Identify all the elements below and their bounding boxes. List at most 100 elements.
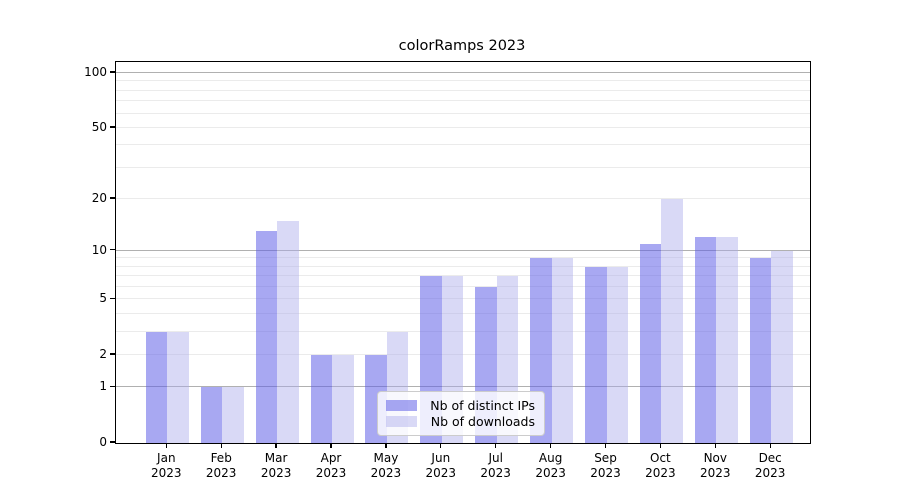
year-text: 2023 [480, 466, 511, 480]
x-tick-jul [495, 443, 497, 449]
year-text: 2023 [315, 466, 347, 480]
minor-gridline-80 [116, 89, 810, 91]
y-tick-label-0: 0 [99, 435, 107, 449]
major-gridline-100 [116, 72, 810, 74]
y-tick-label-5: 5 [99, 291, 107, 306]
x-tick-jun [440, 443, 442, 449]
bar-distinct-ips-apr [310, 354, 332, 443]
x-tick-may [385, 443, 387, 449]
y-tick-label-20: 20 [91, 190, 107, 205]
x-tick-sep [604, 443, 607, 449]
bar-downloads-mar [277, 220, 299, 443]
x-tick-label-dec: Dec 2023 [738, 451, 802, 481]
bar-distinct-ips-oct [639, 243, 662, 443]
x-tick-label-oct: Oct 2023 [628, 451, 692, 481]
plot-area [115, 61, 811, 444]
x-tick-label-jul: Jul 2023 [464, 451, 528, 481]
bar-downloads-apr [332, 354, 354, 443]
minor-gridline-20 [116, 197, 810, 199]
bar-downloads-aug [551, 258, 574, 443]
bar-downloads-nov [716, 237, 738, 443]
x-tick-nov [714, 443, 716, 449]
year-text: 2023 [754, 466, 786, 480]
year-text: 2023 [151, 466, 182, 480]
x-tick-label-feb: Feb 2023 [189, 451, 253, 481]
x-tick-apr [330, 443, 332, 449]
legend-swatch-downloads-icon [386, 416, 417, 427]
legend-item-distinct-ips: Nb of distinct IPs [386, 398, 535, 413]
legend: Nb of distinct IPs Nb of downloads [377, 391, 545, 436]
year-text: 2023 [260, 466, 292, 480]
y-tick-label-10: 10 [91, 242, 107, 257]
month-text: Feb [210, 451, 232, 465]
bar-downloads-feb [222, 387, 244, 443]
bar-distinct-ips-jan [145, 331, 168, 443]
x-tick-label-jun: Jun 2023 [409, 451, 473, 481]
legend-swatch-distinct-ips-icon [386, 400, 417, 411]
x-tick-label-may: May 2023 [354, 451, 418, 481]
year-text: 2023 [535, 466, 566, 480]
month-text: Aug [538, 451, 563, 465]
month-text: Jun [431, 451, 451, 465]
x-tick-jan [165, 443, 167, 449]
y-tick-10 [110, 249, 115, 251]
y-tick-50 [110, 126, 115, 128]
minor-gridline-7 [116, 275, 810, 277]
month-text: Dec [758, 451, 782, 465]
x-tick-label-aug: Aug 2023 [519, 451, 583, 481]
y-tick-label-2: 2 [99, 346, 107, 361]
year-text: 2023 [205, 466, 237, 480]
year-text: 2023 [425, 466, 457, 480]
y-tick-2 [110, 353, 115, 355]
year-text: 2023 [700, 466, 731, 480]
minor-gridline-5 [116, 298, 810, 300]
bar-downloads-oct [661, 198, 683, 443]
x-tick-aug [549, 443, 552, 449]
x-tick-oct [659, 443, 662, 449]
legend-label-distinct-ips: Nb of distinct IPs [430, 398, 535, 413]
month-text: Apr [320, 451, 342, 465]
minor-gridline-90 [116, 80, 810, 82]
x-tick-label-mar: Mar 2023 [244, 451, 308, 481]
month-text: Oct [650, 451, 671, 465]
y-tick-0 [110, 441, 115, 443]
month-text: Mar [264, 451, 288, 465]
x-tick-feb [220, 443, 222, 449]
minor-gridline-2 [116, 353, 810, 355]
minor-gridline-9 [116, 257, 810, 259]
bar-distinct-ips-nov [694, 237, 717, 443]
x-tick-label-nov: Nov 2023 [683, 451, 747, 481]
year-text: 2023 [370, 466, 402, 480]
bar-downloads-dec [771, 250, 793, 443]
y-tick-label-100: 100 [84, 65, 107, 80]
month-text: May [373, 451, 399, 465]
legend-item-downloads: Nb of downloads [386, 414, 535, 429]
y-tick-label-50: 50 [91, 119, 107, 134]
minor-gridline-40 [116, 144, 810, 146]
month-text: Jul [488, 451, 503, 465]
minor-gridline-60 [116, 112, 810, 114]
major-gridline-10 [116, 249, 810, 251]
y-tick-1 [110, 385, 115, 388]
legend-label-downloads: Nb of downloads [430, 414, 535, 429]
minor-gridline-30 [116, 166, 810, 168]
y-tick-label-1: 1 [99, 379, 107, 394]
bar-distinct-ips-dec [749, 258, 772, 443]
minor-gridline-6 [116, 286, 810, 288]
bar-distinct-ips-feb [200, 387, 223, 443]
year-text: 2023 [590, 466, 621, 480]
major-gridline-1 [116, 386, 810, 388]
bar-downloads-sep [606, 266, 628, 443]
month-text: Sep [594, 451, 617, 465]
x-tick-label-sep: Sep 2023 [574, 451, 638, 481]
minor-gridline-4 [116, 313, 810, 315]
chart-title: colorRamps 2023 [398, 38, 526, 54]
month-text: Nov [703, 451, 727, 465]
x-tick-mar [275, 443, 277, 449]
y-tick-100 [110, 71, 115, 73]
x-tick-label-apr: Apr 2023 [299, 451, 363, 481]
bar-distinct-ips-mar [255, 231, 278, 443]
y-tick-20 [110, 197, 115, 199]
minor-gridline-8 [116, 265, 810, 267]
x-tick-dec [769, 443, 771, 449]
